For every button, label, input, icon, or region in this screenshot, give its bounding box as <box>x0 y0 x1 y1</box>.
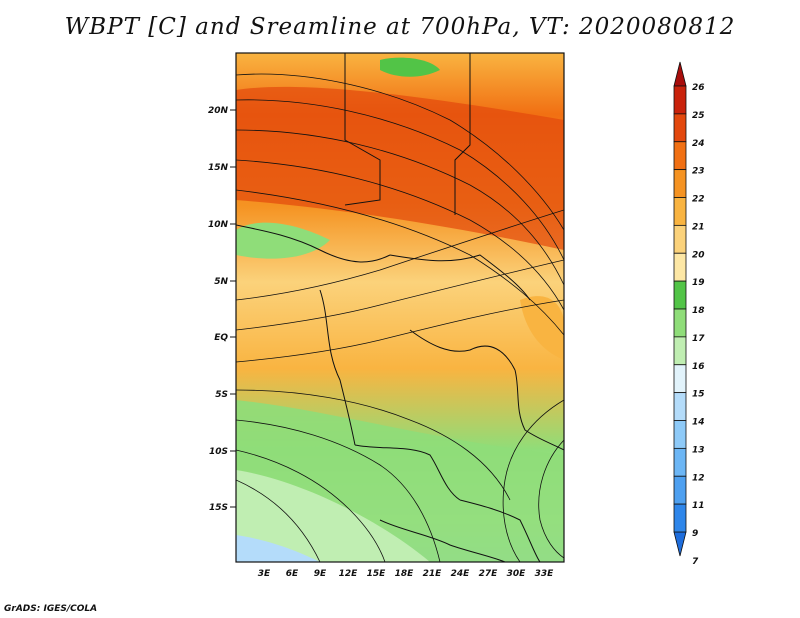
map-frame <box>235 52 565 563</box>
colorbar-label: 23 <box>692 167 705 177</box>
field-patches <box>236 57 564 562</box>
lat-label: 10S <box>209 447 228 457</box>
colorbar-segment <box>673 252 687 282</box>
lat-label: EQ <box>214 333 228 343</box>
lon-label: 9E <box>314 569 327 579</box>
lat-label: 10N <box>208 220 229 230</box>
colorbar-label: 7 <box>692 557 699 567</box>
lat-axis: 20N 15N 10N 5N EQ 5S 10S 15S <box>208 106 236 513</box>
colorbar-segment <box>673 503 687 533</box>
lon-axis: 3E 6E 9E 12E 15E 18E 21E 24E 27E 30E 33E <box>258 569 554 579</box>
colorbar-label: 19 <box>692 278 705 288</box>
colorbar-segment <box>673 336 687 366</box>
colorbar-segment <box>673 61 687 87</box>
colorbar-segment <box>673 364 687 394</box>
lon-label: 33E <box>535 569 555 579</box>
colorbar-segment <box>673 169 687 198</box>
lon-label: 24E <box>451 569 471 579</box>
colorbar-segment <box>673 531 687 557</box>
colorbar-label: 13 <box>692 445 705 455</box>
colorbar-segment <box>673 420 687 449</box>
colorbar-label: 18 <box>692 306 705 316</box>
colorbar-segment <box>673 85 687 115</box>
country-borders <box>236 53 564 562</box>
lon-label: 30E <box>507 569 527 579</box>
colorbar: 26 25 24 23 22 21 20 19 18 17 16 15 14 13 12 11 9 7 <box>673 61 705 567</box>
lat-label: 20N <box>208 106 229 116</box>
colorbar-label: 9 <box>692 529 698 539</box>
colorbar-label: 12 <box>692 473 705 483</box>
colorbar-label: 14 <box>692 418 705 428</box>
colorbar-label: 21 <box>692 222 705 232</box>
colorbar-segment <box>673 475 687 505</box>
lat-label: 15N <box>208 163 229 173</box>
lon-label: 27E <box>479 569 499 579</box>
colorbar-label: 22 <box>692 195 705 205</box>
lon-label: 6E <box>286 569 299 579</box>
lat-label: 5S <box>215 390 228 400</box>
lon-label: 21E <box>423 569 443 579</box>
map-panel <box>235 52 565 563</box>
colorbar-segment <box>673 280 687 310</box>
colorbar-segment <box>673 447 687 477</box>
lon-label: 15E <box>367 569 387 579</box>
colorbar-segment <box>673 113 687 143</box>
colorbar-label: 16 <box>692 362 705 372</box>
colorbar-segment <box>673 197 687 226</box>
colorbar-label: 17 <box>692 334 705 344</box>
lon-label: 18E <box>395 569 415 579</box>
colorbar-label: 26 <box>692 83 705 93</box>
colorbar-segment <box>673 141 687 171</box>
lat-label: 5N <box>214 277 228 287</box>
credit-label: GrADS: IGES/COLA <box>4 604 98 614</box>
colorbar-label: 15 <box>692 390 705 400</box>
colorbar-label: 11 <box>692 501 705 511</box>
lon-label: 12E <box>339 569 359 579</box>
colorbar-segment <box>673 392 687 421</box>
lat-label: 15S <box>209 503 228 513</box>
colorbar-segment <box>673 224 687 254</box>
plot-title: WBPT [C] and Sreamline at 700hPa, VT: 20… <box>64 14 736 40</box>
lon-label: 3E <box>258 569 271 579</box>
colorbar-label: 24 <box>692 139 705 149</box>
colorbar-segment <box>673 308 687 338</box>
streamlines <box>236 73 564 562</box>
colorbar-label: 20 <box>692 250 705 260</box>
colorbar-label: 25 <box>692 111 705 121</box>
